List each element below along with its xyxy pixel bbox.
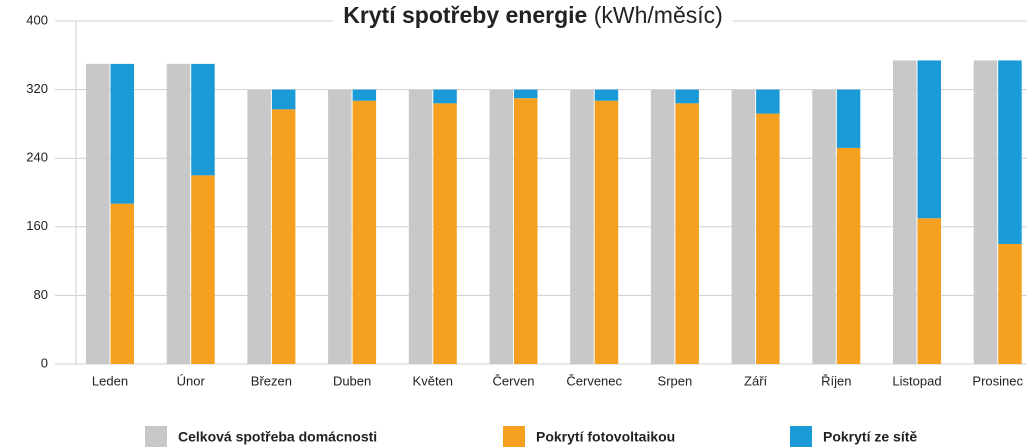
legend-label: Pokrytí ze sítě [823,429,917,445]
bar [731,89,756,364]
chart-title: Krytí spotřeby energie (kWh/měsíc) [343,2,723,28]
y-tick-label: 80 [34,287,48,302]
bar-segment [433,89,457,104]
bar [328,89,352,364]
bar [489,89,513,364]
bar-segment [594,89,619,101]
bar [812,89,836,364]
bar-segment [836,89,861,148]
bar [408,89,433,364]
title-unit: (kWh/měsíc) [594,2,723,28]
title-main: Krytí spotřeby energie [343,2,587,28]
x-tick-label: Červen [493,373,535,388]
bar-segment [271,89,296,110]
x-tick-label: Říjen [821,373,851,388]
bar [86,63,110,364]
bar [650,89,675,364]
bar-segment [756,113,780,364]
x-tick-label: Únor [177,373,206,388]
legend-swatch [790,426,812,447]
bar-segment [514,98,538,365]
y-tick-label: 400 [26,12,48,27]
bar-segment [917,218,941,364]
bar-segment [191,63,215,176]
x-tick-label: Březen [251,373,292,388]
bar-segment [352,100,377,364]
bar [570,89,594,364]
y-tick-label: 0 [41,355,48,370]
bar-segment [917,60,941,219]
legend-swatch [145,426,167,447]
x-tick-label: Květen [413,373,453,388]
legend-label: Celková spotřeba domácnosti [178,429,377,445]
x-tick-label: Listopad [892,373,941,388]
x-tick-label: Červenec [566,373,622,388]
bar [247,89,271,364]
bar [166,63,191,364]
bar-segment [110,203,134,364]
y-tick-label: 240 [26,150,48,165]
bar-segment [191,175,215,364]
bar-segment [998,243,1022,364]
x-tick-label: Duben [333,373,371,388]
x-tick-label: Leden [92,373,128,388]
bar-segment [433,103,457,364]
bar-segment [271,109,296,364]
bar-segment [352,89,377,101]
bar [973,60,998,364]
title-background [333,0,733,31]
y-tick-label: 160 [26,218,48,233]
bar-segment [756,89,780,114]
bar-segment [998,60,1022,244]
legend-swatch [503,426,525,447]
y-tick-label: 320 [26,81,48,96]
x-tick-label: Srpen [658,373,693,388]
bar [893,60,917,364]
bar-segment [836,147,861,364]
x-tick-label: Prosinec [972,373,1023,388]
bar-segment [675,89,699,104]
legend-label: Pokrytí fotovoltaikou [536,429,675,445]
bar-segment [594,100,619,364]
bar-segment [675,103,699,364]
x-tick-label: Září [744,373,768,388]
bar-segment [110,63,134,204]
bar-segment [514,89,538,99]
